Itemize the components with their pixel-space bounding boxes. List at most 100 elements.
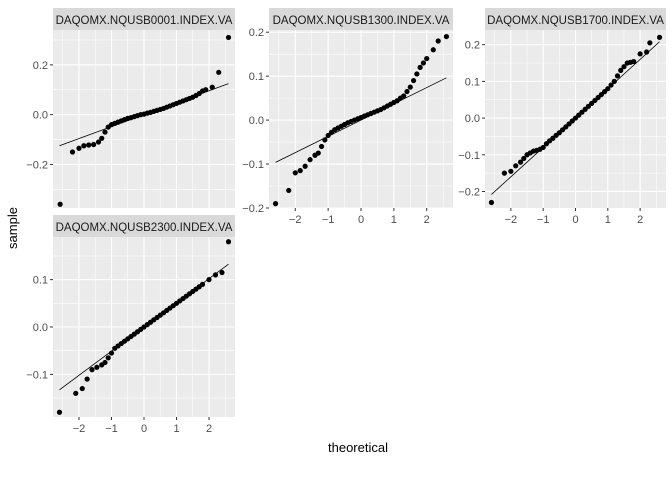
facet-strip bbox=[269, 8, 453, 30]
qq-point bbox=[608, 82, 614, 88]
facet-strip-label: DAQOMX.NQUSB2300.INDEX.VA bbox=[56, 222, 233, 234]
qq-point bbox=[315, 150, 321, 156]
qq-point bbox=[91, 141, 97, 148]
qq-point bbox=[73, 390, 79, 396]
qq-point bbox=[307, 157, 313, 163]
qq-point bbox=[605, 86, 611, 92]
qq-point bbox=[621, 64, 627, 70]
facet-strip bbox=[485, 8, 666, 30]
qq-point bbox=[513, 163, 519, 169]
qq-point bbox=[76, 145, 82, 151]
x-tick-label: −2 bbox=[289, 214, 302, 226]
qq-point bbox=[209, 84, 215, 90]
y-tick-label: −0.1 bbox=[26, 369, 48, 381]
qq-point bbox=[81, 143, 87, 149]
x-tick-label: 1 bbox=[391, 214, 397, 226]
qq-point bbox=[286, 187, 292, 194]
x-tick-label: 2 bbox=[424, 214, 430, 226]
qq-point bbox=[521, 155, 527, 162]
x-tick-label: 1 bbox=[173, 423, 179, 435]
qq-point bbox=[618, 67, 624, 73]
x-tick-label: 2 bbox=[637, 214, 643, 226]
qq-point bbox=[637, 51, 643, 57]
facet-strip bbox=[53, 8, 235, 30]
qq-point bbox=[435, 38, 441, 44]
qq-point bbox=[611, 78, 617, 84]
facets-layer: DAQOMX.NQUSB0001.INDEX.VA−0.20.00.2DAQOM… bbox=[26, 8, 666, 435]
qq-point bbox=[414, 71, 420, 77]
qq-point bbox=[102, 129, 108, 135]
y-tick-label: 0.2 bbox=[465, 40, 480, 52]
qq-point bbox=[443, 33, 450, 40]
x-tick-label: −2 bbox=[505, 214, 518, 226]
qq-point bbox=[95, 139, 102, 145]
qq-point bbox=[517, 159, 524, 165]
facet-strip-label: DAQOMX.NQUSB1700.INDEX.VA bbox=[487, 15, 664, 27]
qq-point bbox=[102, 359, 108, 366]
qq-point bbox=[216, 69, 222, 75]
x-axis-title: theoretical bbox=[328, 440, 388, 455]
qq-point bbox=[410, 77, 417, 84]
y-tick-label: −0.2 bbox=[26, 159, 48, 171]
x-tick-label: −2 bbox=[73, 423, 86, 435]
qq-point bbox=[318, 143, 325, 150]
x-tick-label: 0 bbox=[141, 423, 147, 435]
x-tick-label: 2 bbox=[206, 423, 212, 435]
qq-point bbox=[99, 135, 105, 141]
qq-point bbox=[94, 364, 100, 370]
y-tick-label: 0.0 bbox=[33, 110, 48, 122]
y-tick-label: 0.1 bbox=[465, 76, 480, 88]
facet-1700: DAQOMX.NQUSB1700.INDEX.VA −0.2 −0.1 0.0 0.1 0… bbox=[458, 8, 666, 226]
qq-point bbox=[647, 40, 653, 46]
qq-point bbox=[508, 168, 514, 174]
y-tick-label: −0.1 bbox=[458, 150, 480, 162]
qq-point bbox=[644, 49, 650, 55]
qq-point bbox=[108, 350, 115, 356]
qq-point bbox=[199, 281, 206, 287]
qq-point bbox=[219, 269, 225, 276]
y-tick-label: −0.2 bbox=[458, 186, 480, 198]
facet-strip-label: DAQOMX.NQUSB0001.INDEX.VA bbox=[56, 15, 233, 27]
qq-reference-line bbox=[275, 77, 447, 163]
y-tick-label: 0.0 bbox=[465, 113, 480, 125]
qq-point bbox=[401, 93, 407, 99]
qq-point bbox=[225, 239, 232, 245]
qq-point bbox=[105, 355, 111, 361]
qq-point bbox=[89, 367, 95, 373]
qq-point bbox=[212, 272, 219, 278]
qq-point bbox=[488, 199, 495, 206]
qq-point bbox=[57, 201, 63, 207]
panel-plot-area bbox=[485, 30, 666, 208]
y-tick-label: 0.1 bbox=[33, 275, 48, 287]
x-tick-label: −1 bbox=[537, 214, 550, 226]
x-tick-label: 0 bbox=[572, 214, 578, 226]
qq-point bbox=[424, 55, 430, 62]
y-tick-label: −0.2 bbox=[242, 203, 264, 215]
qq-point bbox=[272, 201, 279, 207]
panel-plot-area bbox=[53, 30, 235, 208]
panel-plot-area bbox=[53, 237, 235, 417]
qq-point bbox=[407, 84, 413, 90]
facet-2300: DAQOMX.NQUSB2300.INDEX.VA −0.1 0.0 0.1 −2 −1 0… bbox=[26, 215, 235, 435]
qq-point bbox=[417, 64, 423, 70]
qq-point bbox=[656, 34, 663, 40]
qq-point bbox=[501, 170, 507, 176]
y-tick-label: 0.2 bbox=[33, 60, 48, 72]
qq-point bbox=[69, 149, 76, 155]
qq-point bbox=[203, 87, 209, 93]
facet-0001: DAQOMX.NQUSB0001.INDEX.VA −0.2 0.0 0.2 bbox=[26, 8, 235, 208]
qq-point bbox=[56, 409, 63, 415]
qq-point bbox=[325, 132, 331, 139]
y-tick-label: 0.1 bbox=[249, 71, 264, 83]
qq-point bbox=[631, 58, 637, 65]
y-tick-label: 0.0 bbox=[249, 115, 264, 127]
x-tick-label: 1 bbox=[605, 214, 611, 226]
facet-strip bbox=[53, 215, 235, 237]
facet-1300: DAQOMX.NQUSB1300.INDEX.VA −0.2 −0.1 0.0 0.1 0… bbox=[242, 8, 453, 226]
qq-point bbox=[86, 142, 92, 148]
qq-point bbox=[322, 137, 328, 143]
qq-point bbox=[206, 277, 212, 283]
qq-point bbox=[302, 163, 308, 169]
qq-point bbox=[614, 73, 621, 79]
